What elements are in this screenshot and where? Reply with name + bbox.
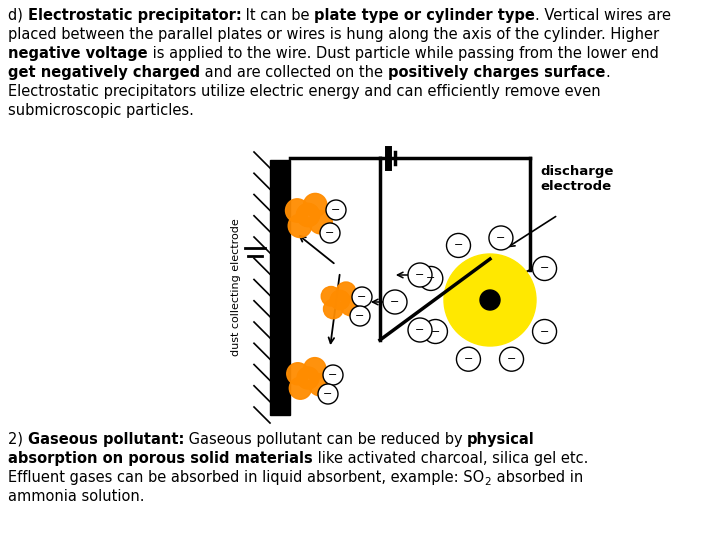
Text: Electrostatic precipitators utilize electric energy and can efficiently remove e: Electrostatic precipitators utilize elec… bbox=[8, 84, 600, 99]
Text: −: − bbox=[325, 228, 335, 238]
Circle shape bbox=[352, 287, 372, 307]
Text: placed between the parallel plates or wires is hung along the axis of the cylind: placed between the parallel plates or wi… bbox=[8, 27, 659, 42]
Circle shape bbox=[350, 306, 370, 326]
Circle shape bbox=[489, 226, 513, 250]
Circle shape bbox=[383, 290, 407, 314]
Circle shape bbox=[444, 254, 536, 346]
Text: −: − bbox=[328, 370, 338, 380]
Text: Gaseous pollutant:: Gaseous pollutant: bbox=[27, 432, 184, 447]
Text: It can be: It can be bbox=[241, 8, 315, 23]
Circle shape bbox=[304, 357, 326, 380]
Circle shape bbox=[287, 363, 309, 385]
Text: −: − bbox=[390, 297, 400, 307]
Text: 2): 2) bbox=[8, 432, 27, 447]
Text: and are collected on the: and are collected on the bbox=[200, 65, 388, 80]
Circle shape bbox=[321, 287, 341, 306]
Circle shape bbox=[286, 199, 309, 222]
Text: −: − bbox=[323, 389, 333, 399]
Text: submicroscopic particles.: submicroscopic particles. bbox=[8, 103, 194, 118]
Text: dust collecting electrode: dust collecting electrode bbox=[231, 219, 241, 356]
Circle shape bbox=[419, 266, 443, 291]
Text: −: − bbox=[415, 325, 425, 335]
Text: −: − bbox=[540, 264, 549, 273]
Text: −: − bbox=[496, 233, 505, 243]
Text: −: − bbox=[540, 327, 549, 336]
Circle shape bbox=[309, 374, 331, 396]
Text: −: − bbox=[415, 270, 425, 280]
Text: d): d) bbox=[8, 8, 27, 23]
Text: Electrostatic precipitator:: Electrostatic precipitator: bbox=[27, 8, 241, 23]
Circle shape bbox=[323, 365, 343, 385]
Circle shape bbox=[330, 291, 350, 310]
Text: get negatively charged: get negatively charged bbox=[8, 65, 200, 80]
Text: physical: physical bbox=[467, 432, 535, 447]
Text: plate type or cylinder type: plate type or cylinder type bbox=[315, 8, 535, 23]
Text: −: − bbox=[357, 292, 366, 302]
Text: is applied to the wire. Dust particle while passing from the lower end: is applied to the wire. Dust particle wh… bbox=[148, 46, 659, 61]
Text: −: − bbox=[431, 327, 440, 336]
Text: negative voltage: negative voltage bbox=[8, 46, 148, 61]
Circle shape bbox=[456, 347, 480, 371]
Text: . Vertical wires are: . Vertical wires are bbox=[535, 8, 671, 23]
Text: −: − bbox=[331, 205, 341, 215]
Circle shape bbox=[341, 296, 360, 316]
Text: like activated charcoal, silica gel etc.: like activated charcoal, silica gel etc. bbox=[312, 451, 588, 466]
Circle shape bbox=[320, 223, 340, 243]
Circle shape bbox=[326, 200, 346, 220]
Circle shape bbox=[446, 233, 470, 258]
Circle shape bbox=[533, 320, 557, 343]
Circle shape bbox=[408, 263, 432, 287]
Text: discharge
electrode: discharge electrode bbox=[540, 165, 613, 193]
Text: 2: 2 bbox=[485, 477, 491, 487]
Circle shape bbox=[297, 367, 319, 389]
Circle shape bbox=[304, 193, 327, 217]
Text: absorbed in: absorbed in bbox=[492, 470, 583, 485]
Circle shape bbox=[297, 203, 320, 227]
Text: ammonia solution.: ammonia solution. bbox=[8, 489, 145, 504]
Circle shape bbox=[288, 214, 312, 238]
Circle shape bbox=[323, 299, 343, 319]
Text: positively charges surface: positively charges surface bbox=[388, 65, 605, 80]
Text: −: − bbox=[426, 273, 436, 284]
Text: Effluent gases can be absorbed in liquid absorbent, example: SO: Effluent gases can be absorbed in liquid… bbox=[8, 470, 485, 485]
Text: −: − bbox=[464, 354, 473, 364]
Text: −: − bbox=[507, 354, 516, 364]
Circle shape bbox=[533, 256, 557, 280]
Bar bbox=[270, 160, 290, 415]
Circle shape bbox=[500, 347, 523, 371]
Circle shape bbox=[289, 377, 312, 399]
Circle shape bbox=[318, 384, 338, 404]
Circle shape bbox=[480, 290, 500, 310]
Circle shape bbox=[423, 320, 447, 343]
Text: absorption on porous solid materials: absorption on porous solid materials bbox=[8, 451, 312, 466]
Text: −: − bbox=[454, 240, 463, 251]
Text: −: − bbox=[355, 311, 365, 321]
Circle shape bbox=[309, 211, 333, 234]
Text: .: . bbox=[605, 65, 610, 80]
Text: Gaseous pollutant can be reduced by: Gaseous pollutant can be reduced by bbox=[184, 432, 467, 447]
Circle shape bbox=[408, 318, 432, 342]
Circle shape bbox=[336, 282, 356, 301]
